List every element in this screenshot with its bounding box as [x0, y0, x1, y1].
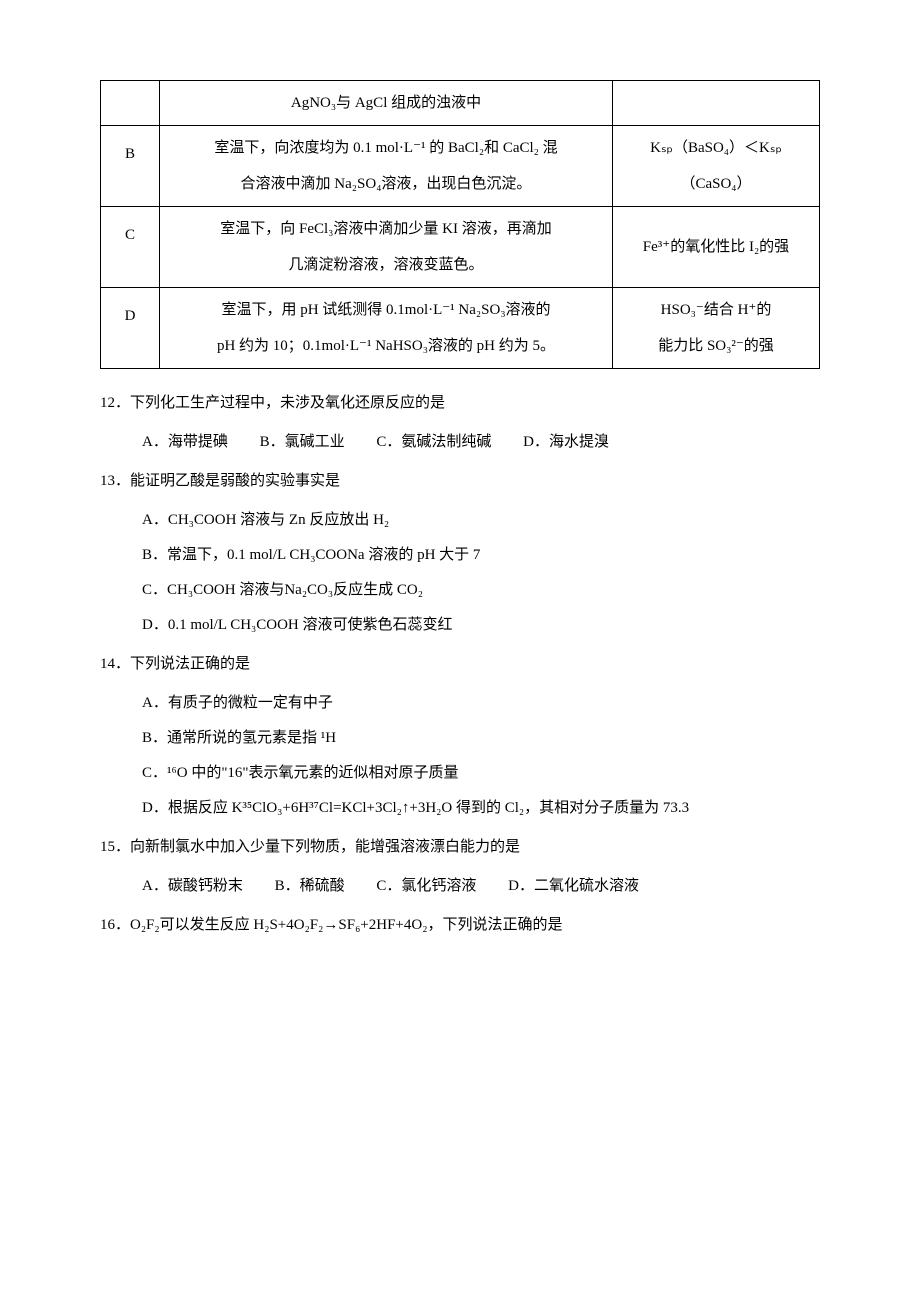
experiment-line: 几滴淀粉溶液，溶液变蓝色。 [168, 247, 604, 283]
option: D．根据反应 K³⁵ClO₃+6H³⁷Cl=KCl+3Cl₂↑+3H₂O 得到的… [142, 792, 820, 825]
row-label: D [101, 288, 160, 369]
row-experiment: 室温下，用 pH 试纸测得 0.1mol·L⁻¹ Na₂SO₃溶液的 pH 约为… [160, 288, 613, 369]
option: C．¹⁶O 中的"16"表示氧元素的近似相对原子质量 [142, 757, 820, 790]
table-row: C 室温下，向 FeCl₃溶液中滴加少量 KI 溶液，再滴加 几滴淀粉溶液，溶液… [101, 207, 820, 288]
question-16-stem: 16．O₂F₂可以发生反应 H₂S+4O₂F₂→SF₆+2HF+4O₂，下列说法… [100, 909, 820, 942]
page-content: AgNO₃与 AgCl 组成的浊液中 B 室温下，向浓度均为 0.1 mol·L… [0, 0, 920, 988]
question-12-stem: 12．下列化工生产过程中，未涉及氧化还原反应的是 [100, 387, 820, 420]
row-conclusion: Fe³⁺的氧化性比 I₂的强 [613, 207, 820, 288]
question-15-options: A．碳酸钙粉末 B．稀硫酸 C．氯化钙溶液 D．二氧化硫水溶液 [142, 870, 820, 903]
option: C．氨碱法制纯碱 [376, 426, 491, 459]
row-conclusion: Kₛₚ（BaSO₄）＜Kₛₚ （CaSO₄） [613, 126, 820, 207]
row-label [101, 81, 160, 126]
question-15-stem: 15．向新制氯水中加入少量下列物质，能增强溶液漂白能力的是 [100, 831, 820, 864]
conclusion-line: 能力比 SO₃²⁻的强 [621, 328, 811, 364]
row-conclusion [613, 81, 820, 126]
row-label: C [101, 207, 160, 288]
experiment-line: AgNO₃与 AgCl 组成的浊液中 [168, 85, 604, 121]
experiment-line: 合溶液中滴加 Na₂SO₄溶液，出现白色沉淀。 [168, 166, 604, 202]
conclusion-line: （CaSO₄） [621, 166, 811, 202]
option: A．有质子的微粒一定有中子 [142, 687, 820, 720]
option: B．通常所说的氢元素是指 ¹H [142, 722, 820, 755]
option: D．海水提溴 [523, 426, 609, 459]
option: B．稀硫酸 [275, 870, 345, 903]
table-row: AgNO₃与 AgCl 组成的浊液中 [101, 81, 820, 126]
option: C．CH₃COOH 溶液与Na₂CO₃反应生成 CO₂ [142, 574, 820, 607]
table-row: B 室温下，向浓度均为 0.1 mol·L⁻¹ 的 BaCl₂和 CaCl₂ 混… [101, 126, 820, 207]
row-experiment: 室温下，向 FeCl₃溶液中滴加少量 KI 溶液，再滴加 几滴淀粉溶液，溶液变蓝… [160, 207, 613, 288]
option: C．氯化钙溶液 [376, 870, 476, 903]
conclusion-line: HSO₃⁻结合 H⁺的 [621, 292, 811, 328]
option: D．二氧化硫水溶液 [508, 870, 639, 903]
option: B．氯碱工业 [260, 426, 345, 459]
question-14-stem: 14．下列说法正确的是 [100, 648, 820, 681]
experiment-line: 室温下，用 pH 试纸测得 0.1mol·L⁻¹ Na₂SO₃溶液的 [168, 292, 604, 328]
option: A．碳酸钙粉末 [142, 870, 243, 903]
row-experiment: 室温下，向浓度均为 0.1 mol·L⁻¹ 的 BaCl₂和 CaCl₂ 混 合… [160, 126, 613, 207]
option: A．海带提碘 [142, 426, 228, 459]
option: A．CH₃COOH 溶液与 Zn 反应放出 H₂ [142, 504, 820, 537]
row-experiment: AgNO₃与 AgCl 组成的浊液中 [160, 81, 613, 126]
experiment-table: AgNO₃与 AgCl 组成的浊液中 B 室温下，向浓度均为 0.1 mol·L… [100, 80, 820, 369]
question-13-stem: 13．能证明乙酸是弱酸的实验事实是 [100, 465, 820, 498]
experiment-line: pH 约为 10；0.1mol·L⁻¹ NaHSO₃溶液的 pH 约为 5。 [168, 328, 604, 364]
option: B．常温下，0.1 mol/L CH₃COONa 溶液的 pH 大于 7 [142, 539, 820, 572]
question-12-options: A．海带提碘 B．氯碱工业 C．氨碱法制纯碱 D．海水提溴 [142, 426, 820, 459]
conclusion-line: Fe³⁺的氧化性比 I₂的强 [621, 229, 811, 265]
table-row: D 室温下，用 pH 试纸测得 0.1mol·L⁻¹ Na₂SO₃溶液的 pH … [101, 288, 820, 369]
experiment-line: 室温下，向 FeCl₃溶液中滴加少量 KI 溶液，再滴加 [168, 211, 604, 247]
option: D．0.1 mol/L CH₃COOH 溶液可使紫色石蕊变红 [142, 609, 820, 642]
row-label: B [101, 126, 160, 207]
conclusion-line: Kₛₚ（BaSO₄）＜Kₛₚ [621, 130, 811, 166]
row-conclusion: HSO₃⁻结合 H⁺的 能力比 SO₃²⁻的强 [613, 288, 820, 369]
experiment-line: 室温下，向浓度均为 0.1 mol·L⁻¹ 的 BaCl₂和 CaCl₂ 混 [168, 130, 604, 166]
